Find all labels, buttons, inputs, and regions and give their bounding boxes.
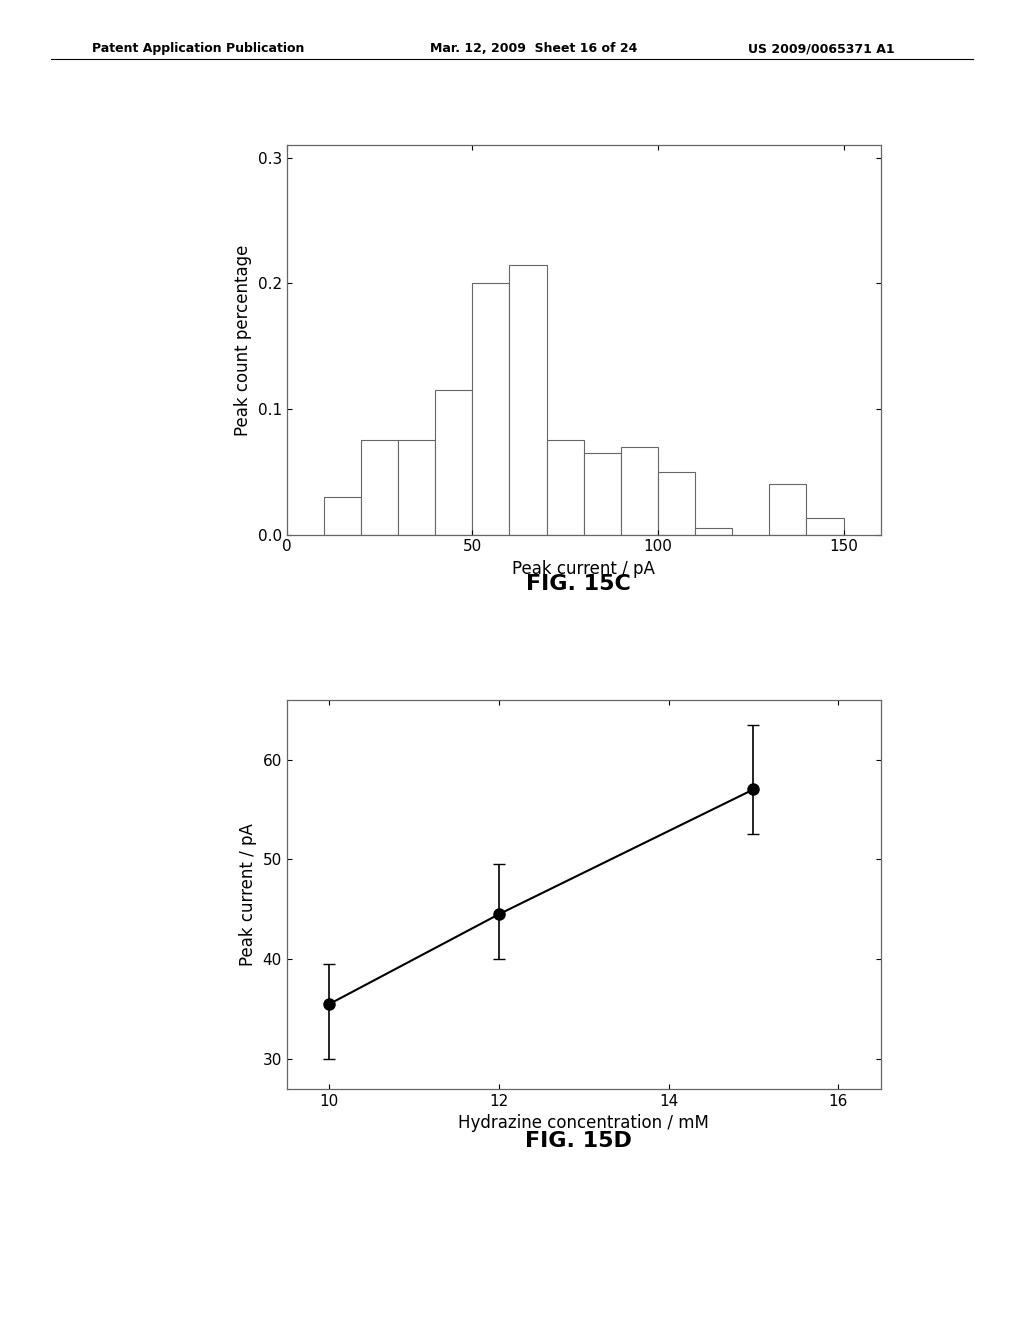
Bar (361, 441, 398, 535)
Bar (472, 284, 510, 535)
Bar (584, 453, 621, 535)
Text: Patent Application Publication: Patent Application Publication (92, 42, 304, 55)
Y-axis label: Peak count percentage: Peak count percentage (234, 244, 252, 436)
Text: US 2009/0065371 A1: US 2009/0065371 A1 (748, 42, 894, 55)
Bar (324, 496, 361, 535)
X-axis label: Hydrazine concentration / mM: Hydrazine concentration / mM (459, 1114, 709, 1133)
Y-axis label: Peak current / pA: Peak current / pA (239, 822, 257, 966)
Bar (658, 471, 695, 535)
Text: FIG. 15C: FIG. 15C (526, 574, 631, 594)
Text: Mar. 12, 2009  Sheet 16 of 24: Mar. 12, 2009 Sheet 16 of 24 (430, 42, 638, 55)
Bar (398, 441, 435, 535)
Bar (769, 484, 807, 535)
Bar (621, 446, 657, 535)
Bar (435, 391, 472, 535)
Text: FIG. 15D: FIG. 15D (525, 1131, 632, 1151)
Bar (807, 519, 844, 535)
X-axis label: Peak current / pA: Peak current / pA (512, 560, 655, 578)
Bar (510, 264, 547, 535)
Bar (695, 528, 732, 535)
Bar (547, 441, 584, 535)
